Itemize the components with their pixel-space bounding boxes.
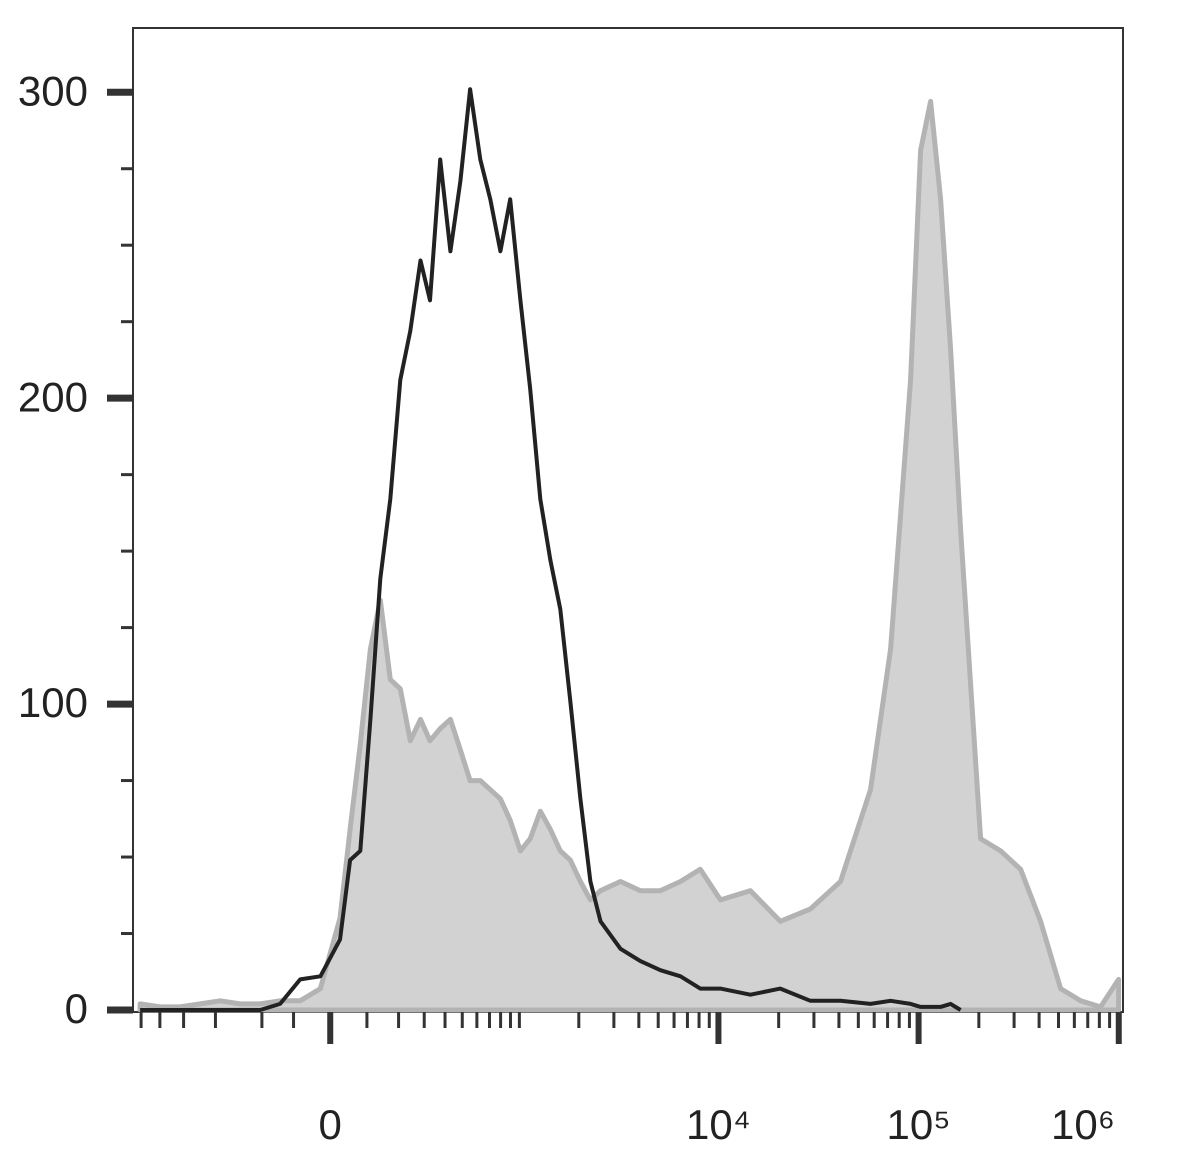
y-tick-label: 0 bbox=[65, 985, 88, 1032]
x-tick-label: 10⁵ bbox=[887, 1101, 951, 1148]
x-tick-label: 10⁴ bbox=[686, 1101, 751, 1148]
area bbox=[137, 98, 1122, 1013]
y-tick-label: 200 bbox=[18, 373, 88, 420]
x-tick-label: 0 bbox=[319, 1101, 342, 1148]
y-tick-label: 300 bbox=[18, 67, 88, 114]
line bbox=[140, 87, 962, 1012]
x-tick-label: 10⁶ bbox=[1051, 1101, 1115, 1148]
y-tick-label: 100 bbox=[18, 679, 88, 726]
